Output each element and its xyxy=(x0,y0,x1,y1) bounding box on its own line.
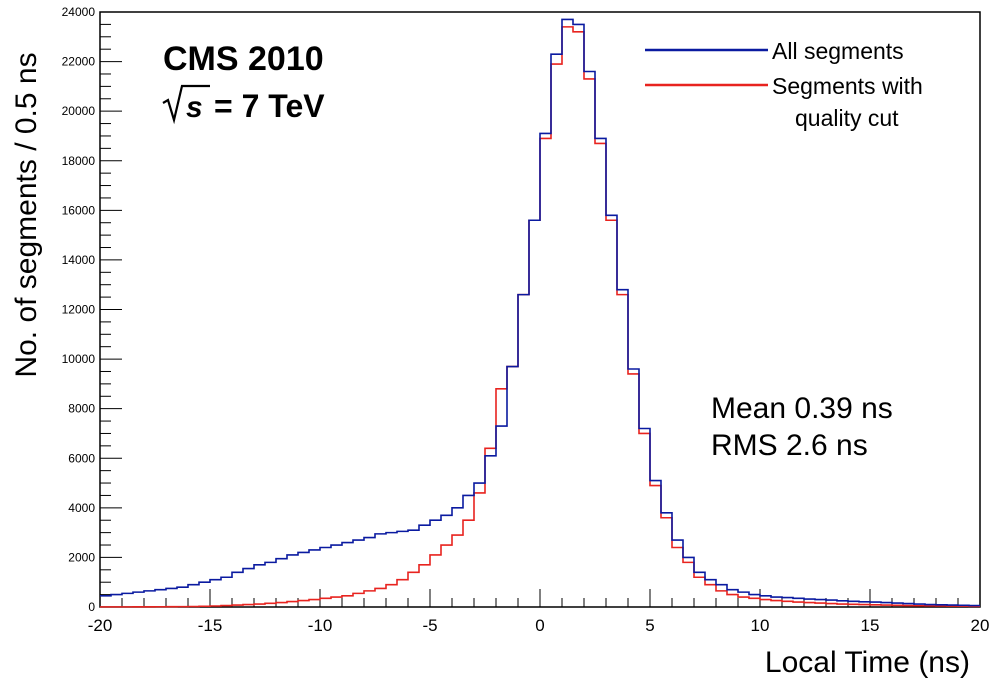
y-tick-label: 6000 xyxy=(68,451,95,465)
series-all-segments xyxy=(100,18,980,607)
sqrt-symbol xyxy=(162,84,210,125)
energy-label: s = 7 TeV xyxy=(162,84,325,125)
rms-label: RMS 2.6 ns xyxy=(711,429,868,462)
x-tick-label: -10 xyxy=(308,616,333,635)
y-tick-label: 8000 xyxy=(68,402,95,416)
x-tick-label: -5 xyxy=(422,616,437,635)
x-tick-label: 5 xyxy=(645,616,654,635)
y-tick-label: 12000 xyxy=(62,303,96,317)
series-quality-cut xyxy=(100,26,980,608)
x-axis-title: Local Time (ns) xyxy=(765,646,970,679)
experiment-label: CMS 2010 xyxy=(163,40,324,78)
x-tick-label: -15 xyxy=(198,616,223,635)
legend-label-quality: Segments with xyxy=(772,73,923,99)
x-tick-label: -20 xyxy=(88,616,113,635)
legend: All segments Segments with quality cut xyxy=(645,38,923,131)
mean-label: Mean 0.39 ns xyxy=(711,392,893,425)
x-tick-label: 10 xyxy=(751,616,770,635)
y-tick-label: 10000 xyxy=(62,352,96,366)
x-tick-label: 15 xyxy=(861,616,880,635)
y-tick-label: 4000 xyxy=(68,501,95,515)
series-layer xyxy=(100,18,980,608)
y-tick-label: 16000 xyxy=(62,203,96,217)
y-tick-label: 24000 xyxy=(62,5,96,19)
energy-sqrt-variable: s xyxy=(186,91,203,124)
axis-ticks: -20 -15 -10 -5 0 5 10 15 20 0 2000 4000 6000 8000 1000… xyxy=(62,5,990,635)
legend-label-all: All segments xyxy=(772,38,904,64)
y-tick-label: 22000 xyxy=(62,55,96,69)
x-tick-label: 20 xyxy=(971,616,990,635)
energy-value: = 7 TeV xyxy=(214,88,325,124)
y-tick-label: 20000 xyxy=(62,104,96,118)
x-tick-label: 0 xyxy=(535,616,544,635)
y-tick-label: 0 xyxy=(88,600,95,614)
legend-label-quality-cont: quality cut xyxy=(795,105,899,131)
y-tick-label: 2000 xyxy=(68,550,95,564)
y-tick-label: 18000 xyxy=(62,154,96,168)
y-axis-title: No. of segments / 0.5 ns xyxy=(10,52,43,377)
y-tick-label: 14000 xyxy=(62,253,96,267)
